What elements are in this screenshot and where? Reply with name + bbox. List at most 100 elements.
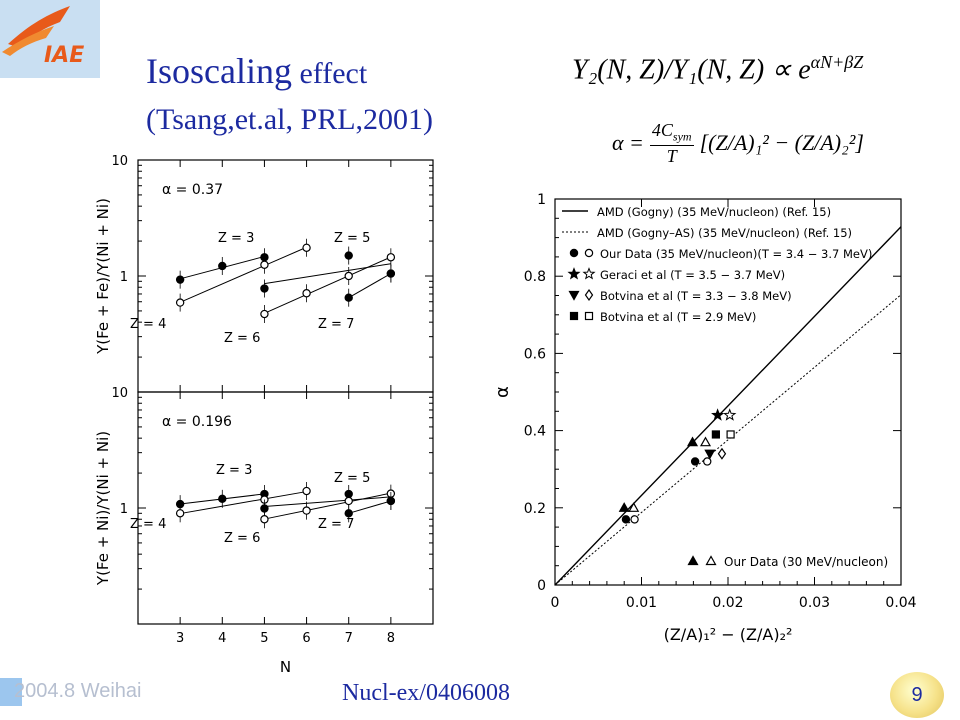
lower-fit-line	[264, 492, 391, 520]
right-data-point	[628, 502, 640, 512]
upper-data-point	[175, 298, 185, 307]
title-main: Isoscaling	[146, 51, 292, 91]
legend-label: Botvina et al (T = 2.9 MeV)	[600, 310, 756, 324]
subtitle-ref: PRL,2001)	[300, 103, 434, 136]
upper-data-point	[344, 293, 353, 302]
right-ytick-label: 0.8	[524, 269, 546, 285]
upper-fit-line	[348, 273, 392, 299]
lower-data-point	[344, 509, 353, 518]
lower-data-point	[302, 486, 311, 496]
lower-fit-line	[348, 500, 391, 514]
right-data-point	[726, 430, 735, 439]
upper-data-point	[344, 251, 353, 260]
subtitle-open: (	[146, 103, 156, 136]
eq2-num: 4C	[651, 120, 673, 140]
right-data-point	[711, 430, 720, 439]
upper-data-point	[386, 269, 396, 278]
eq2-rest: [(Z/A)₁² − (Z/A)₂²]	[699, 130, 864, 156]
upper-data-point	[344, 271, 353, 281]
right-data-point	[687, 436, 699, 447]
left-xtick-label: 3	[176, 631, 184, 646]
upper-ytick-label: 10	[111, 154, 128, 169]
right-xlabel: (Z/A)₁² − (Z/A)₂²	[664, 625, 793, 644]
upper-data-point	[175, 275, 185, 284]
right-data-point	[717, 447, 727, 460]
upper-data-point	[218, 261, 227, 271]
legend-label: AMD (Gogny) (35 MeV/nucleon) (Ref. 15)	[597, 205, 831, 219]
eq2-num-sub: sym	[672, 129, 692, 144]
lower-data-point	[344, 496, 353, 506]
legend-label: Our Data (30 MeV/nucleon)	[724, 555, 888, 569]
lower-data-point	[218, 494, 227, 504]
right-ytick-label: 1	[537, 192, 546, 208]
lower-alpha-annotation: α = 0.196	[162, 414, 232, 430]
eq2-fraction: 4Csym T	[649, 120, 694, 167]
left-xtick-label: 5	[260, 631, 268, 646]
right-xtick-label: 0.03	[799, 595, 830, 611]
upper-z-label: Z = 7	[318, 317, 354, 332]
slide-subtitle: (Tsang,et.al, PRL,2001)	[146, 100, 433, 140]
upper-alpha-annotation: α = 0.37	[162, 182, 223, 198]
legend-label: AMD (Gogny–AS) (35 MeV/nucleon) (Ref. 15…	[597, 226, 852, 240]
lower-z-label: Z = 7	[318, 517, 354, 532]
alpha-equation: α = 4Csym T [(Z/A)₁² − (Z/A)₂²]	[612, 120, 864, 167]
lower-z-label: Z = 3	[216, 463, 252, 478]
right-data-point	[699, 436, 712, 447]
title-rest: effect	[291, 57, 368, 90]
upper-fit-line	[264, 263, 391, 285]
page-number: 9	[890, 672, 944, 718]
upper-fit-line	[179, 246, 307, 303]
lower-data-point	[175, 509, 185, 518]
upper-data-point	[302, 289, 311, 298]
lower-z-label: Z = 6	[224, 531, 260, 546]
amd-gogny-line	[554, 226, 902, 586]
amd-gogny-as-line	[554, 294, 902, 586]
legend-marker-filled	[569, 248, 579, 258]
lower-data-point	[302, 506, 311, 515]
subtitle-authors: Tsang,et.al,	[156, 103, 301, 136]
legend-marker-filled	[567, 267, 581, 280]
legend-marker-open	[584, 288, 594, 302]
footer-left: 2004.8 Weihai	[0, 678, 190, 706]
right-ytick-label: 0	[537, 578, 546, 594]
legend-marker-filled	[687, 555, 699, 566]
upper-data-point	[260, 309, 269, 319]
right-ylabel: α	[492, 386, 513, 398]
legend-marker-open	[705, 555, 717, 566]
left-xtick-label: 8	[387, 631, 395, 646]
institute-logo: IAE	[0, 0, 100, 78]
logo-mark: IAE	[2, 6, 84, 68]
eq2-den: T	[666, 145, 677, 166]
right-xtick-label: 0	[551, 595, 560, 611]
left-xtick-label: 4	[218, 631, 226, 646]
right-data-point	[630, 515, 639, 524]
lower-z-label: Z = 4	[130, 517, 166, 532]
legend-label: Botvina et al (T = 3.3 − 3.8 MeV)	[600, 289, 792, 303]
right-xtick-label: 0.02	[712, 595, 743, 611]
footer-date-location: 2004.8 Weihai	[14, 680, 142, 702]
legend-label: Our Data (35 MeV/nucleon)(T = 3.4 − 3.7 …	[600, 247, 872, 261]
upper-z-label: Z = 4	[130, 317, 166, 332]
right-ytick-label: 0.6	[524, 346, 546, 362]
legend-marker-open	[584, 248, 594, 258]
footer-reference: Nucl-ex/0406008	[342, 680, 510, 706]
lower-data-point	[260, 515, 269, 524]
right-data-point	[618, 502, 630, 512]
upper-data-point	[302, 243, 311, 253]
lower-z-label: Z = 5	[334, 471, 370, 486]
isoscaling-equation: Y₂(N, Z)/Y₁(N, Z) ∝ eαN+βZ	[572, 52, 863, 86]
right-ytick-label: 0.2	[524, 501, 546, 517]
right-data-point	[723, 408, 737, 421]
right-xtick-label: 0.01	[626, 595, 657, 611]
legend-marker-open	[582, 267, 596, 280]
upper-ytick-label: 1	[120, 270, 128, 285]
left-xlabel: N	[280, 658, 291, 676]
right-xtick-label: 0.04	[885, 595, 916, 611]
lower-ylabel: Y(Fe + Ni)/Y(Ni + Ni)	[94, 431, 112, 586]
slide-title: Isoscaling effect	[146, 50, 367, 95]
lower-fit-line	[264, 496, 391, 507]
upper-fit-line	[264, 256, 392, 314]
lower-ytick-label: 1	[120, 502, 128, 517]
right-data-point	[704, 449, 716, 460]
